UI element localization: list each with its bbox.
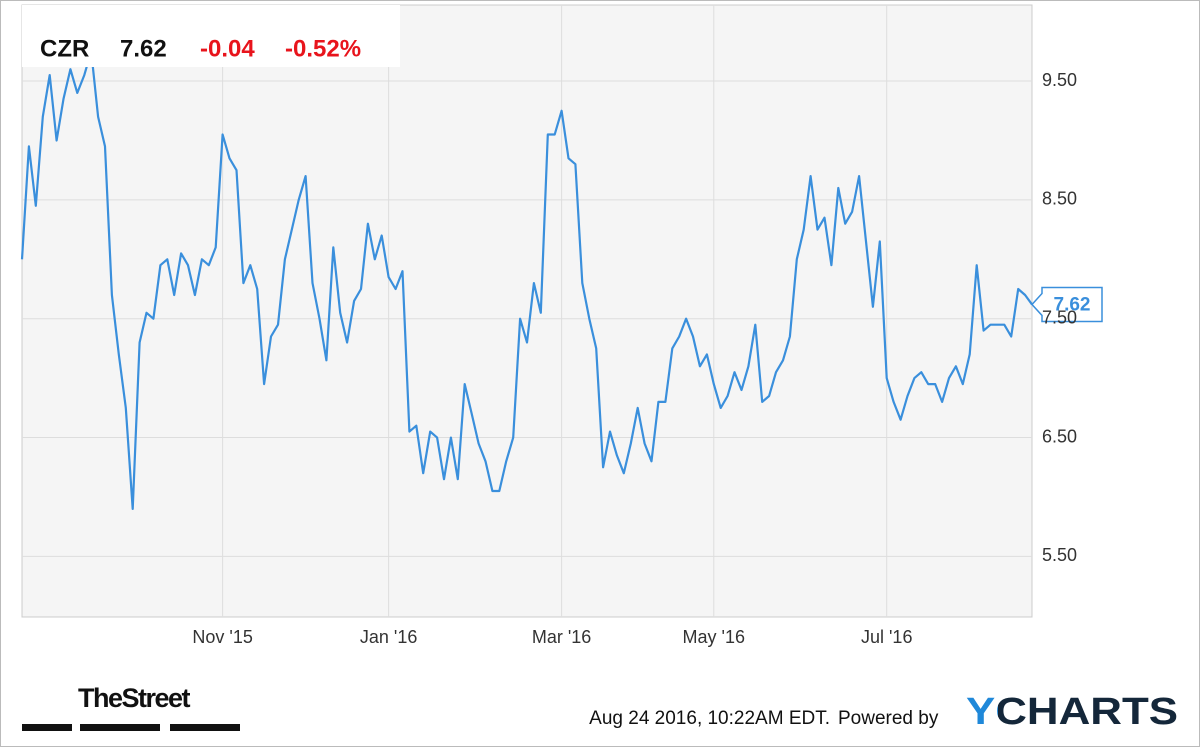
change: -0.04 [200,35,255,62]
change-percent: -0.52% [285,35,361,62]
y-tick-label: 9.50 [1042,70,1077,90]
y-tick-label: 7.50 [1042,307,1077,327]
y-tick-label: 6.50 [1042,426,1077,446]
y-tick-label: 5.50 [1042,545,1077,565]
x-tick-label: Jan '16 [360,627,417,647]
x-tick-label: Mar '16 [532,627,591,647]
x-tick-label: Jul '16 [861,627,912,647]
logo-bar [170,724,240,731]
last-value-callout [1030,286,1103,323]
symbol: CZR [40,35,89,62]
price-line [20,50,1033,510]
header-box [22,5,400,67]
price: 7.62 [120,35,167,62]
publisher-logo: TheStreet [78,683,191,713]
y-tick-label: 8.50 [1042,189,1077,209]
brand-logo: YCHARTS [966,691,1178,733]
last-value-label: 7.62 [1054,294,1091,315]
powered-by: Powered by [838,708,939,729]
logo-bar [80,724,160,731]
x-tick-label: Nov '15 [192,627,252,647]
plot-area [21,4,1033,618]
timestamp: Aug 24 2016, 10:22AM EDT. [589,708,830,729]
logo-bar [22,724,72,731]
x-tick-label: May '16 [683,627,745,647]
